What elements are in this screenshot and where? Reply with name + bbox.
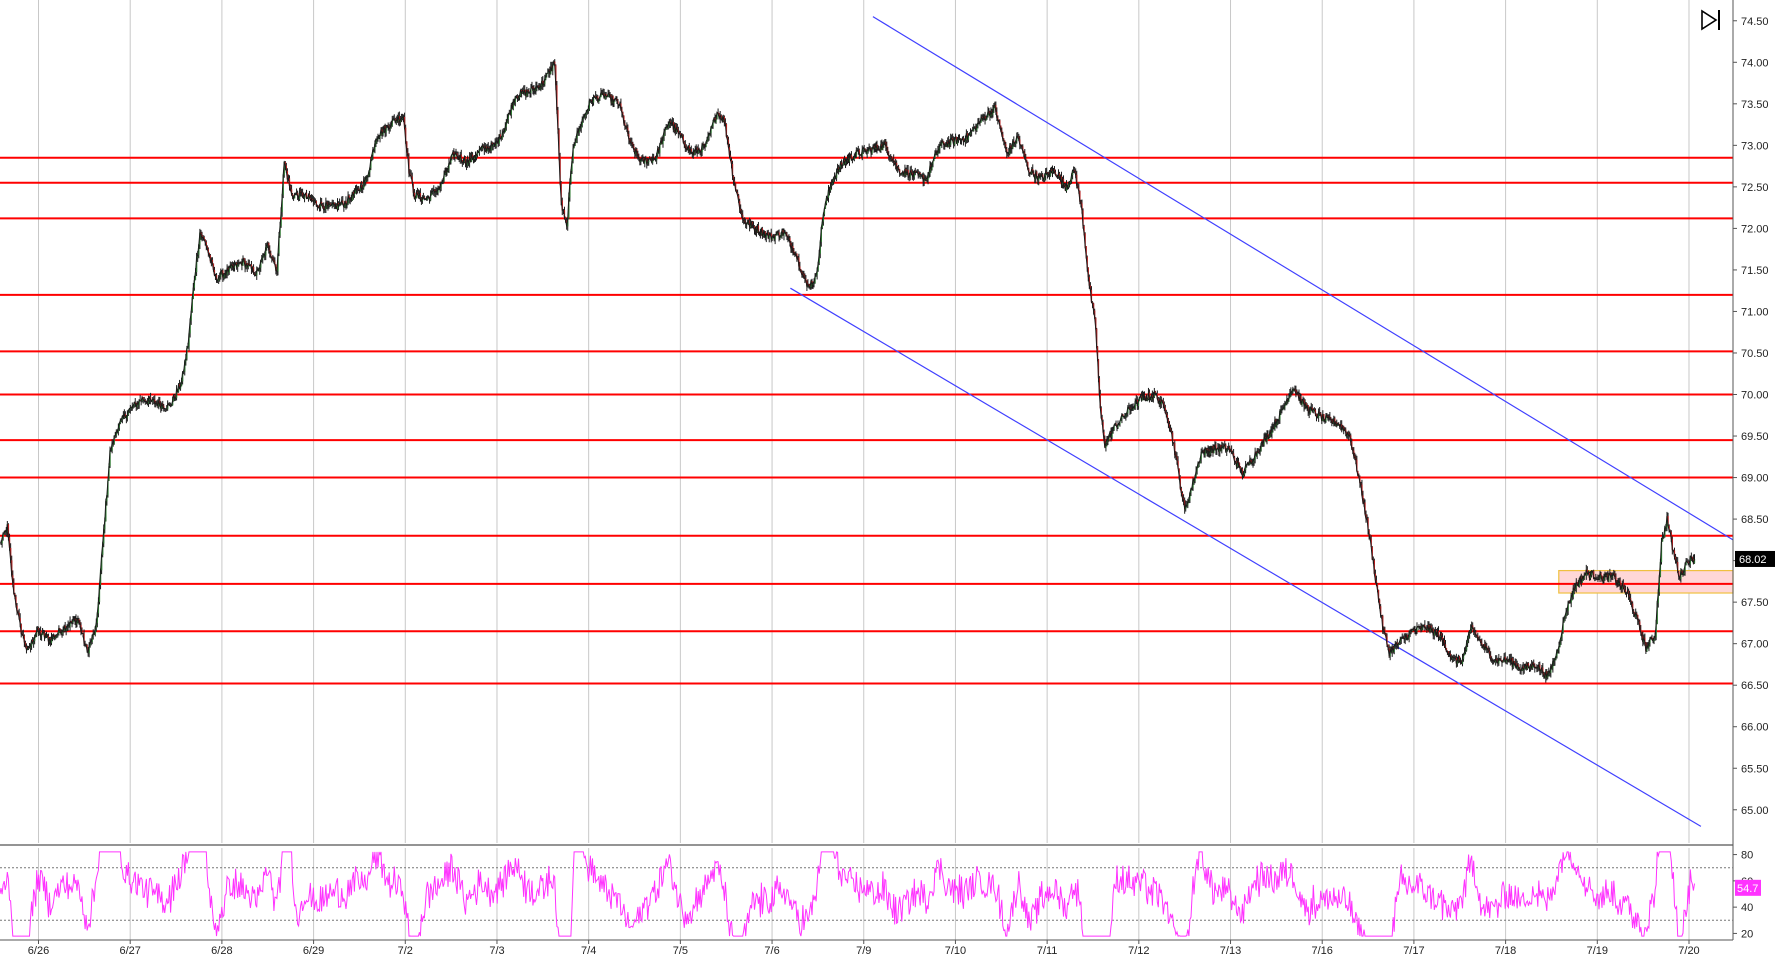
price-tick-label: 68.50: [1741, 514, 1769, 526]
price-tick-label: 69.00: [1741, 473, 1769, 485]
support-resistance-levels: [0, 156, 1733, 685]
date-label: 7/2: [398, 945, 413, 957]
price-tick-label: 65.00: [1741, 805, 1769, 817]
price-tick-label: 69.50: [1741, 431, 1769, 443]
price-tick-label: 74.50: [1741, 16, 1769, 28]
channel-line: [872, 16, 1734, 541]
price-line: [0, 59, 1695, 680]
date-label: 7/10: [945, 945, 966, 957]
rsi-tick-label: 80: [1741, 850, 1753, 862]
rsi-line: [0, 851, 1695, 937]
skip-to-end-icon[interactable]: [1701, 9, 1720, 31]
date-label: 7/20: [1678, 945, 1699, 957]
price-series: [0, 59, 1696, 683]
trend-channel: [790, 16, 1734, 827]
date-label: 7/9: [856, 945, 871, 957]
price-tick-label: 67.00: [1741, 639, 1769, 651]
rsi-tick-label: 40: [1741, 902, 1753, 914]
price-tick-label: 74.00: [1741, 57, 1769, 69]
rsi-tick-label: 20: [1741, 928, 1753, 940]
date-label: 7/5: [673, 945, 688, 957]
date-label: 7/11: [1037, 945, 1058, 957]
price-tick-label: 67.50: [1741, 597, 1769, 609]
price-tick-label: 70.00: [1741, 390, 1769, 402]
price-tick-label: 66.00: [1741, 722, 1769, 734]
last-price-label: 68.02: [1739, 554, 1767, 566]
date-label: 7/16: [1312, 945, 1333, 957]
date-label: 7/4: [581, 945, 596, 957]
date-label: 7/18: [1495, 945, 1516, 957]
price-tick-label: 71.50: [1741, 265, 1769, 277]
date-label: 7/12: [1128, 945, 1149, 957]
price-tick-label: 71.00: [1741, 306, 1769, 318]
price-tick-label: 65.50: [1741, 763, 1769, 775]
channel-line: [790, 287, 1702, 827]
date-label: 6/26: [28, 945, 49, 957]
price-tick-label: 73.50: [1741, 99, 1769, 111]
rsi-value-tag: [1735, 879, 1761, 896]
price-axis: 65.0065.5066.0066.5067.0067.5068.0068.50…: [0, 0, 1775, 941]
last-price-tag: [1735, 550, 1775, 567]
price-tick-label: 70.50: [1741, 348, 1769, 360]
grid-layer: [38, 0, 1690, 940]
date-label: 6/28: [211, 945, 232, 957]
rsi-value-label: 54.7: [1737, 883, 1758, 895]
price-tick-label: 66.50: [1741, 680, 1769, 692]
date-label: 7/13: [1220, 945, 1241, 957]
rsi-panel: 2040608054.7: [0, 850, 1761, 940]
date-label: 7/17: [1403, 945, 1424, 957]
date-axis: 6/26 6/27 6/28 6/29 7/2 7/3 7/4 7/5 7/6 7/9 7/10 7/…: [28, 940, 1700, 957]
price-tick-label: 72.50: [1741, 182, 1769, 194]
price-tick-label: 73.00: [1741, 140, 1769, 152]
date-label: 6/29: [303, 945, 324, 957]
date-label: 7/6: [764, 945, 779, 957]
date-label: 7/19: [1587, 945, 1608, 957]
price-tick-label: 72.00: [1741, 223, 1769, 235]
date-label: 7/3: [489, 945, 504, 957]
date-label: 6/27: [119, 945, 140, 957]
